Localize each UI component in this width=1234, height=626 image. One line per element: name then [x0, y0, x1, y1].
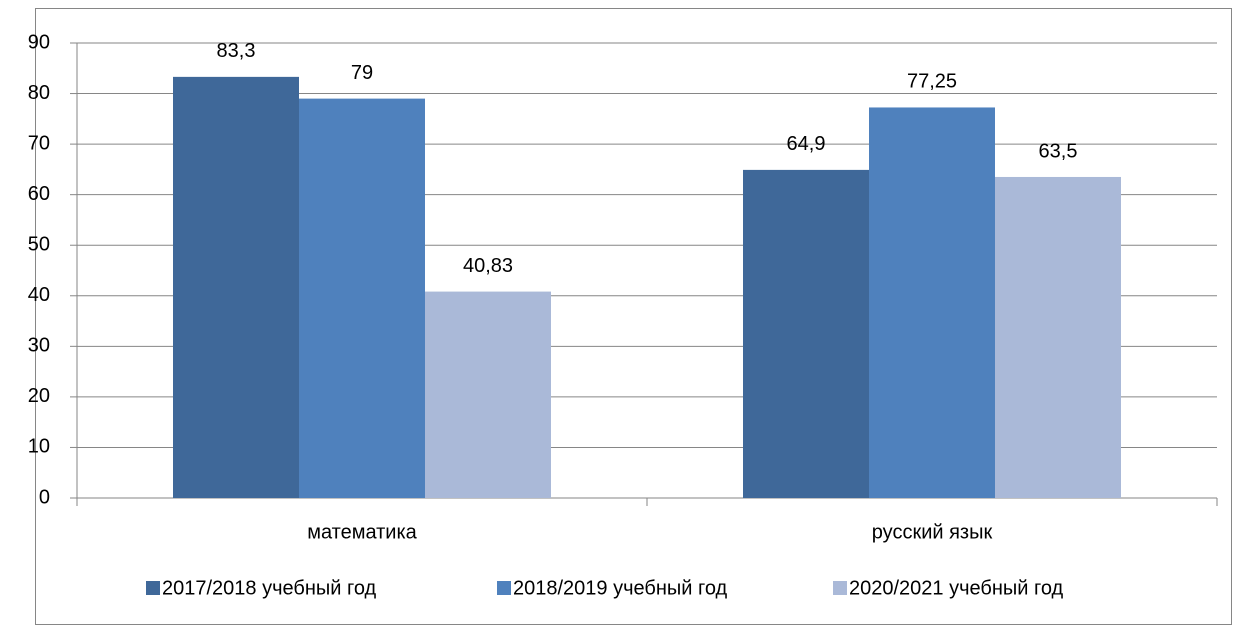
legend-swatch [146, 581, 160, 595]
bar [743, 169, 869, 498]
y-tick-label: 10 [28, 436, 50, 458]
data-label: 40,83 [463, 255, 513, 277]
y-tick-label: 80 [28, 82, 50, 104]
data-label: 79 [351, 62, 373, 84]
legend-swatch [833, 581, 847, 595]
data-label: 77,25 [907, 71, 957, 93]
bar [299, 98, 425, 498]
legend-label: 2017/2018 учебный год [162, 577, 377, 599]
bar [869, 107, 995, 498]
y-tick-label: 0 [39, 486, 50, 508]
y-tick-label: 70 [28, 132, 50, 154]
x-tick-label: русский язык [872, 521, 993, 543]
y-tick-label: 40 [28, 284, 50, 306]
data-label: 63,5 [1039, 140, 1078, 162]
legend-label: 2018/2019 учебный год [513, 577, 728, 599]
y-tick-label: 30 [28, 335, 50, 357]
data-label: 83,3 [217, 40, 256, 62]
y-tick-label: 50 [28, 234, 50, 256]
legend-swatch [497, 581, 511, 595]
y-tick-label: 90 [28, 31, 50, 53]
legend-label: 2020/2021 учебный год [849, 577, 1064, 599]
data-label: 64,9 [787, 133, 826, 155]
y-tick-label: 20 [28, 385, 50, 407]
y-tick-label: 60 [28, 183, 50, 205]
bar [173, 76, 299, 498]
x-tick-label: математика [307, 521, 417, 543]
bar [425, 291, 551, 498]
bar [995, 176, 1121, 498]
